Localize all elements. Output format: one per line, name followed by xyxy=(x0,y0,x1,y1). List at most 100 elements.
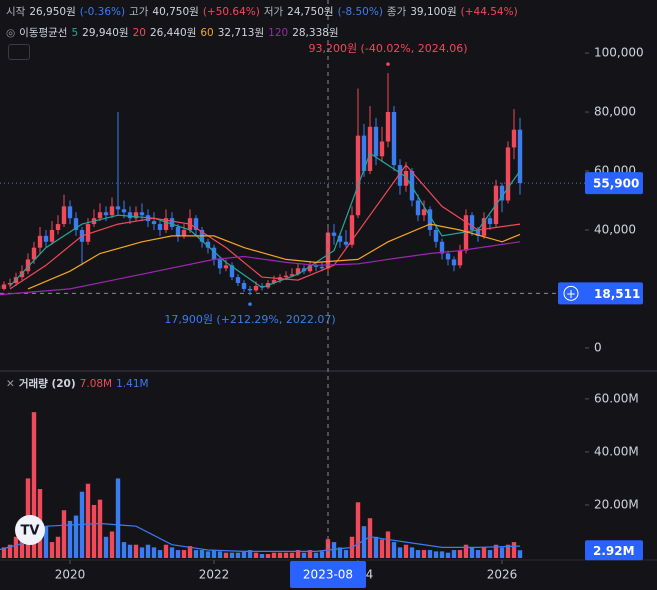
candle-body xyxy=(181,229,187,236)
candle-body xyxy=(115,206,121,210)
crosshair-price-box xyxy=(558,282,643,305)
volume-title: 거래량 (20) xyxy=(18,378,76,390)
candle-body xyxy=(253,285,259,291)
candle-body xyxy=(487,218,493,225)
annotation-text: 93,200원 (-40.02%, 2024.06) xyxy=(308,42,467,55)
volume-bar xyxy=(391,542,397,558)
volume-bar xyxy=(151,547,157,558)
volume-bar xyxy=(247,550,253,558)
ma-period: 60 xyxy=(200,26,214,39)
moving-average-line xyxy=(9,164,521,290)
moving-average-line xyxy=(27,223,521,290)
volume-bar xyxy=(361,526,367,558)
candle-body xyxy=(319,266,325,269)
volume-bar xyxy=(487,550,493,558)
volume-bar xyxy=(319,551,325,558)
candle-body xyxy=(343,241,349,245)
crosshair-price-label: 18,511 xyxy=(594,287,640,301)
candle-body xyxy=(445,253,451,260)
last-volume-label: 2.92M xyxy=(593,544,635,558)
ohlc-value: 26,950원 xyxy=(29,6,76,18)
volume-bar xyxy=(295,550,301,558)
candle-body xyxy=(31,247,37,260)
candle-body xyxy=(337,235,343,242)
volume-bar xyxy=(31,412,37,558)
volume-legend[interactable]: ✕ 거래량 (20) 7.08M 1.41M xyxy=(6,376,149,391)
candle-body xyxy=(157,224,163,230)
volume-bar xyxy=(397,547,403,558)
candle-body xyxy=(163,218,169,230)
candle-body xyxy=(403,170,409,186)
annotation-text: 17,900원 (+212.29%, 2022.07) xyxy=(164,313,335,326)
x-tick-label: 2026 xyxy=(487,568,518,582)
candle-body xyxy=(463,215,469,251)
volume-bar xyxy=(367,518,373,558)
ma-period: 5 xyxy=(71,26,79,39)
y-tick-label: 0 xyxy=(594,340,602,354)
ohlc-value: 24,750원 xyxy=(287,6,334,18)
ohlc-header: 시작 26,950원 (-0.36%) 고가 40,750원 (+50.64%) 저가 24,… xyxy=(6,4,518,19)
candle-body xyxy=(361,135,367,171)
volume-bar xyxy=(43,526,49,558)
last-price-box xyxy=(585,172,643,195)
volume-bar xyxy=(337,547,343,558)
volume-bar xyxy=(7,544,13,558)
volume-bar xyxy=(301,552,307,558)
candle-body xyxy=(25,259,31,272)
candle-body xyxy=(427,209,433,230)
candle-body xyxy=(139,212,145,216)
volume-bar xyxy=(517,550,523,558)
candle-body xyxy=(7,283,13,285)
volume-bar xyxy=(241,551,247,558)
volume-bar xyxy=(169,547,175,558)
volume-bar xyxy=(187,546,193,558)
candle-body xyxy=(121,209,127,213)
candle-body xyxy=(433,229,439,242)
y-tick-label: 40,000 xyxy=(594,222,636,236)
ma-value: 28,338원 xyxy=(292,27,339,39)
eye-icon[interactable]: ◎ xyxy=(6,26,16,39)
volume-bar xyxy=(259,554,265,558)
ma-period: 120 xyxy=(268,26,289,39)
volume-bar xyxy=(211,550,217,558)
volume-bar xyxy=(403,544,409,558)
candle-body xyxy=(289,274,295,276)
candle-body xyxy=(217,259,223,269)
volume-bar xyxy=(265,554,271,558)
volume-bar xyxy=(415,550,421,558)
volume-y-tick-label: 60.00M xyxy=(594,391,639,405)
ma-legend[interactable]: ◎ 이동평균선 5 29,940원 20 26,440원 60 32,713원 120 28,… xyxy=(6,25,339,40)
candle-body xyxy=(271,280,277,284)
candle-body xyxy=(1,284,7,289)
volume-bar xyxy=(253,552,259,558)
candle-body xyxy=(19,271,25,278)
ohlc-change: (-0.36%) xyxy=(79,5,126,18)
candle-body xyxy=(505,147,511,201)
candle-body xyxy=(235,277,241,284)
candle-body xyxy=(37,235,43,248)
candle-body xyxy=(133,212,139,219)
ohlc-label: 저가 xyxy=(263,6,284,18)
volume-bar xyxy=(127,544,133,558)
volume-bar xyxy=(493,544,499,558)
candle-body xyxy=(367,126,373,171)
close-icon[interactable]: ✕ xyxy=(6,377,15,390)
candle-body xyxy=(223,265,229,269)
volume-bar xyxy=(499,547,505,558)
volume-bar xyxy=(61,510,67,558)
volume-bar xyxy=(133,544,139,558)
candle-body xyxy=(379,141,385,157)
collapse-button[interactable] xyxy=(8,44,30,60)
tv-logo: TV xyxy=(15,515,45,545)
svg-text:TV: TV xyxy=(21,524,40,539)
candle-body xyxy=(385,112,391,142)
y-tick-label: 100,000 xyxy=(594,46,644,60)
volume-bar xyxy=(67,520,73,558)
candle-body xyxy=(175,227,181,236)
volume-bar xyxy=(139,547,145,558)
ohlc-value: 40,750원 xyxy=(152,6,199,18)
ohlc-label: 종가 xyxy=(386,6,407,18)
volume-bar xyxy=(379,539,385,558)
candle-body xyxy=(169,218,175,228)
volume-bar xyxy=(175,550,181,558)
